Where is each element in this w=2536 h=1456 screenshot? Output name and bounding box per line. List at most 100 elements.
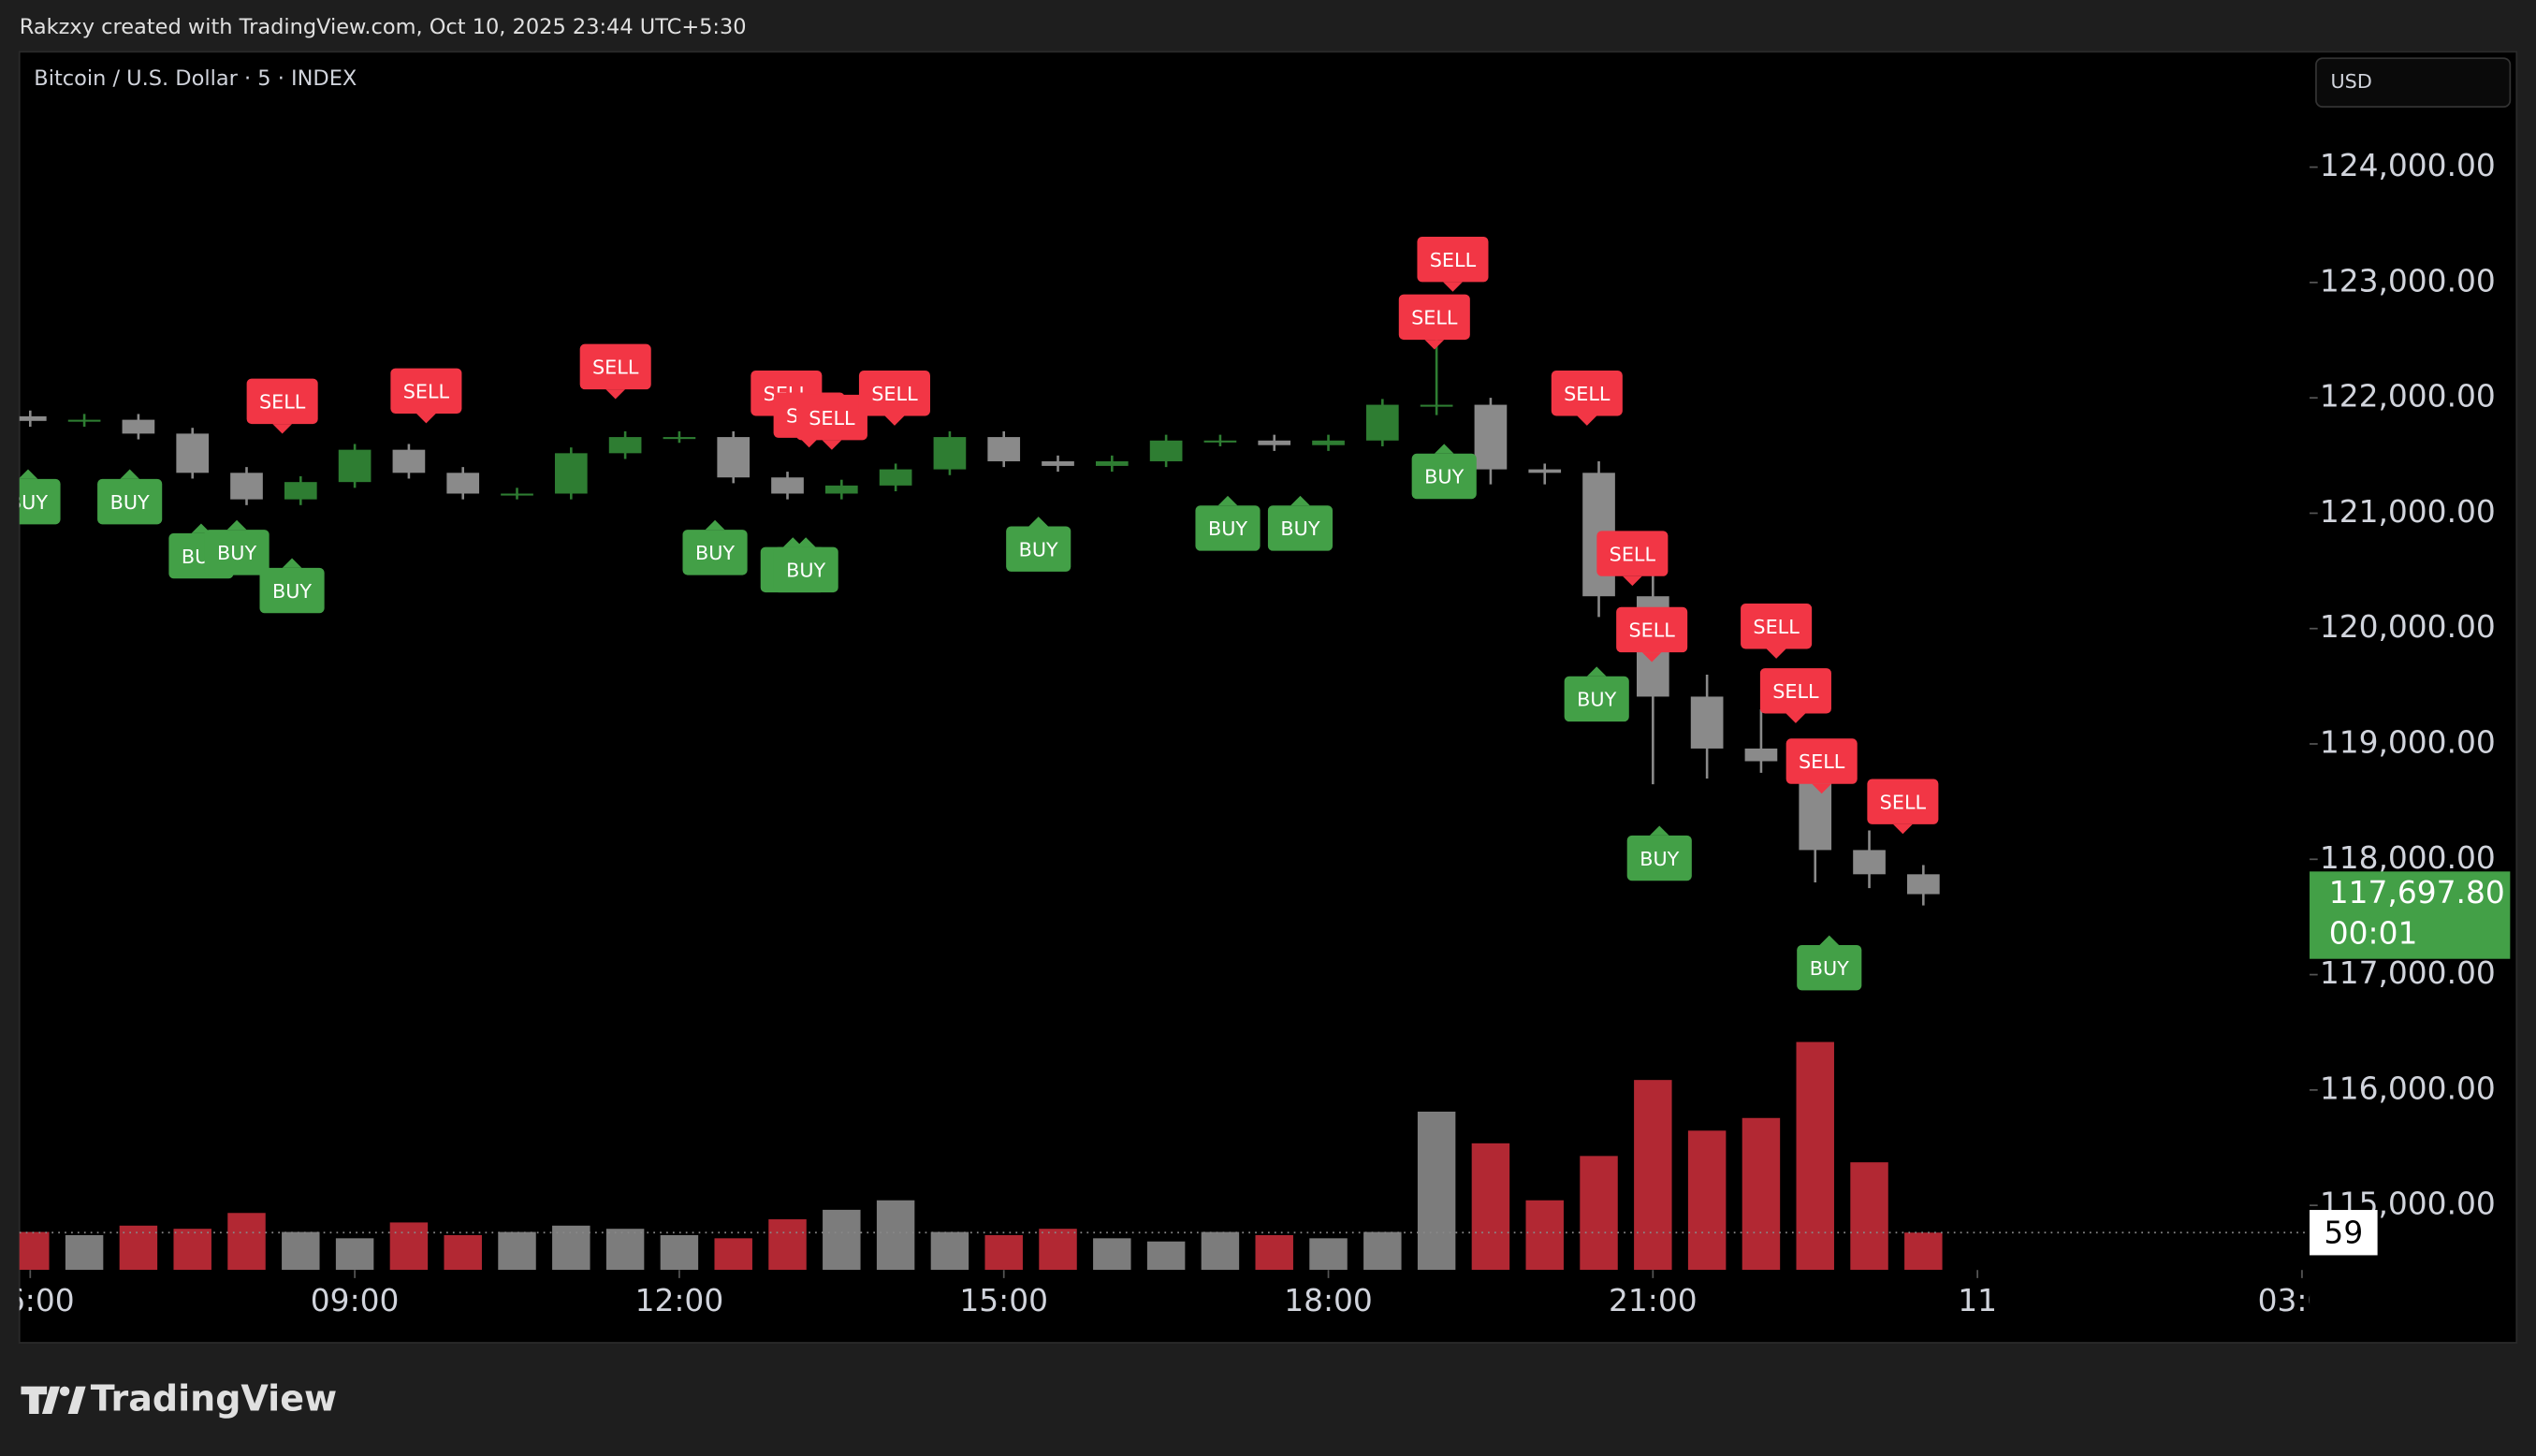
candle-body bbox=[1095, 460, 1129, 466]
candle-body bbox=[933, 437, 967, 470]
volume-bar bbox=[984, 1234, 1023, 1271]
signal-box bbox=[259, 567, 325, 614]
signal-label: BUY bbox=[1280, 517, 1319, 540]
signal-label: SELL bbox=[259, 391, 306, 414]
signal: BUY bbox=[682, 519, 748, 575]
candle-body bbox=[1042, 460, 1074, 466]
signal-label: SELL bbox=[809, 407, 855, 430]
signal-pointer bbox=[1434, 444, 1454, 454]
signal-box bbox=[1867, 779, 1939, 824]
logo: TradingView bbox=[21, 1378, 337, 1420]
volume-bar bbox=[498, 1231, 536, 1271]
signal-box bbox=[204, 530, 270, 575]
signal: SELL bbox=[1785, 738, 1858, 794]
attribution: Rakzxy created with TradingView.com, Oct… bbox=[20, 15, 747, 39]
candle-body bbox=[1365, 404, 1399, 441]
signal: SELL bbox=[858, 371, 930, 426]
signal: SELL bbox=[1867, 779, 1939, 835]
signal: SELL bbox=[1551, 371, 1623, 426]
signal-label: SELL bbox=[1753, 616, 1800, 638]
signal-label: SELL bbox=[1799, 750, 1845, 773]
signal-box bbox=[1195, 505, 1261, 551]
x-tick-label: 12:00 bbox=[635, 1283, 724, 1318]
signal-pointer bbox=[884, 415, 905, 426]
last-price-label: 117,697.80 bbox=[2329, 875, 2505, 910]
volume-bar bbox=[65, 1234, 104, 1271]
signal-box bbox=[1797, 944, 1862, 991]
volume-bar bbox=[1363, 1231, 1402, 1271]
signal-box bbox=[97, 478, 163, 525]
volume-bar bbox=[1850, 1162, 1888, 1271]
signal-label: BUY bbox=[1810, 957, 1849, 980]
signal-box bbox=[1551, 371, 1623, 416]
signal-box bbox=[1596, 531, 1669, 576]
logo-icon bbox=[67, 1386, 86, 1415]
signal-pointer bbox=[1443, 282, 1463, 292]
signal-pointer bbox=[822, 440, 842, 450]
signal-label: SELL bbox=[1628, 619, 1675, 642]
volume-bar bbox=[1093, 1238, 1131, 1271]
signal-pointer bbox=[1622, 575, 1642, 587]
currency-button[interactable] bbox=[2315, 57, 2512, 108]
signal: BUY bbox=[1006, 517, 1071, 572]
signal-label: SELL bbox=[403, 380, 450, 402]
candle-body bbox=[554, 453, 588, 494]
signal: SELL bbox=[1616, 606, 1688, 662]
volume-label-box bbox=[2310, 1210, 2378, 1256]
chart-title: Bitcoin / U.S. Dollar · 5 · INDEX bbox=[34, 66, 357, 91]
candle-body bbox=[1149, 440, 1183, 461]
chart-area bbox=[18, 51, 2518, 1344]
signal-pointer bbox=[226, 519, 247, 531]
candle-body bbox=[824, 485, 858, 494]
candle-body bbox=[1420, 404, 1453, 407]
volume-bar bbox=[335, 1238, 374, 1271]
y-tick-label: 119,000.00 bbox=[2320, 725, 2496, 761]
signal-label: BUY bbox=[110, 491, 150, 514]
candle-body bbox=[338, 449, 372, 483]
volume-bar bbox=[714, 1238, 752, 1271]
price-axis: 115,000.00116,000.00117,000.00118,000.00… bbox=[2310, 148, 2511, 1256]
signal: BUY bbox=[1797, 935, 1862, 991]
logo-dot bbox=[59, 1386, 70, 1397]
signal-pointer bbox=[1649, 825, 1669, 836]
volume-bar bbox=[768, 1219, 807, 1271]
currency-label[interactable]: USD bbox=[2331, 70, 2372, 93]
signal-label: SELL bbox=[871, 383, 918, 405]
volume-bar bbox=[1525, 1200, 1564, 1271]
signal: SELL bbox=[579, 343, 651, 400]
volume-bar bbox=[1687, 1130, 1727, 1271]
signal-pointer bbox=[1577, 415, 1597, 426]
x-tick-label: 11 bbox=[1958, 1283, 1997, 1318]
signal-pointer bbox=[605, 389, 626, 400]
signal-pointer bbox=[1819, 935, 1840, 945]
volume-bar bbox=[227, 1213, 266, 1271]
volume-bar bbox=[876, 1200, 915, 1271]
volume-bar bbox=[1255, 1234, 1293, 1271]
logo-icon bbox=[21, 1386, 60, 1415]
signal-pointer bbox=[1217, 495, 1238, 506]
candle-body bbox=[230, 473, 263, 500]
signal-box bbox=[1616, 606, 1688, 653]
volume-bar bbox=[173, 1229, 211, 1271]
x-tick-label: 09:00 bbox=[311, 1283, 400, 1318]
candle-body bbox=[1853, 850, 1886, 875]
y-tick-label: 121,000.00 bbox=[2320, 494, 2496, 530]
signal-pointer bbox=[1641, 652, 1662, 662]
signal-label: SELL bbox=[1430, 249, 1477, 271]
signal-box bbox=[1267, 505, 1334, 551]
signal-pointer bbox=[1893, 823, 1913, 835]
candle-body bbox=[1690, 696, 1724, 749]
signal-label: BUY bbox=[1019, 538, 1058, 561]
candle-body bbox=[879, 469, 912, 486]
volume-bar bbox=[930, 1231, 969, 1271]
volume-bar bbox=[389, 1222, 429, 1271]
signal-box bbox=[19, 478, 61, 525]
x-tick-label: 18:00 bbox=[1284, 1283, 1373, 1318]
volume-bar bbox=[1634, 1080, 1672, 1271]
plot: SELL SELL SELL SELL SELL SELL SELL SELL SELL SELL… bbox=[19, 237, 2310, 1271]
volume-bar bbox=[823, 1209, 861, 1271]
signal-box bbox=[579, 343, 651, 390]
signal: BUY bbox=[1626, 825, 1692, 881]
countdown: 00:01 bbox=[2329, 915, 2418, 951]
